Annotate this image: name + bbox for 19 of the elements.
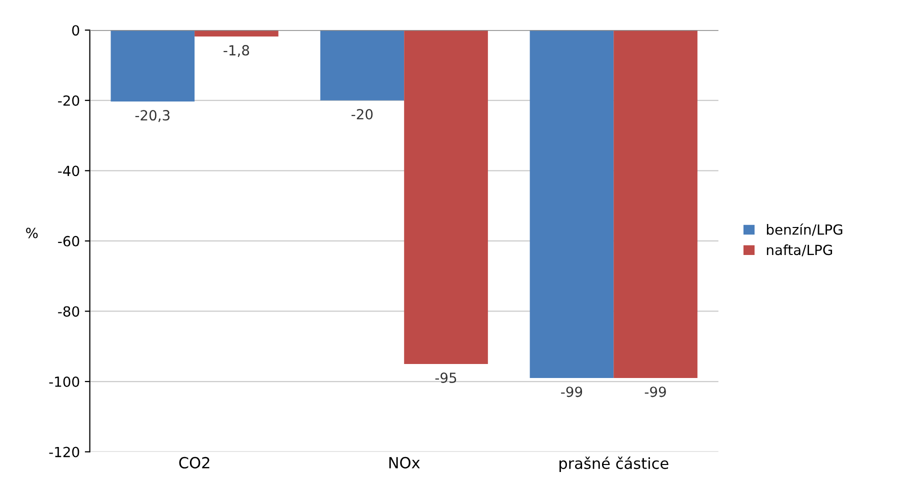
x-tick-label: prašné částice [560, 456, 668, 472]
data-label: -20,3 [135, 110, 170, 122]
y-tick-label: -120 [49, 446, 80, 458]
x-tick-label: CO2 [179, 456, 210, 468]
data-label: -20 [352, 108, 373, 120]
data-label: -99 [644, 386, 666, 398]
y-axis-title: % [26, 228, 38, 238]
y-tick-label: -20 [58, 95, 80, 106]
y-tick-label: -60 [58, 236, 80, 246]
x-tick-label: NOx [389, 456, 420, 468]
y-tick-label: -100 [49, 376, 80, 387]
data-label: -1,8 [224, 45, 250, 57]
legend-label: nafta/LPG [766, 244, 832, 256]
y-tick-label: 0 [72, 25, 80, 36]
data-label: -95 [435, 372, 456, 384]
data-label: -99 [561, 386, 582, 398]
y-tick-label: -40 [58, 166, 80, 176]
y-tick-label: -80 [58, 306, 80, 317]
legend-label: benzín/LPG [766, 223, 842, 236]
